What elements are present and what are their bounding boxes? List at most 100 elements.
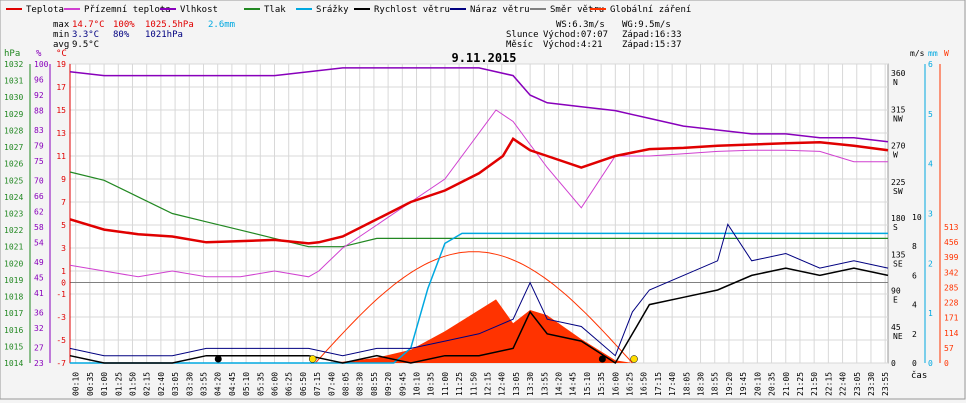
x-tick-label: 07:15	[313, 372, 322, 396]
axis-hpa-tick: 1027	[4, 143, 23, 152]
axis-celsius-tick: -7	[56, 359, 66, 368]
axis-ms-tick: 8	[912, 242, 917, 251]
sun-set: Západ:16:33	[622, 30, 682, 40]
legend-label: Směr větru	[550, 5, 604, 15]
x-tick-label: 13:30	[526, 372, 535, 396]
axis-celsius-tick: 11	[56, 152, 66, 161]
x-tick-label: 02:15	[143, 372, 152, 396]
axis-w-tick: 513	[944, 223, 959, 232]
x-tick-label: 13:05	[512, 372, 521, 396]
axis-celsius-tick: -5	[56, 336, 66, 345]
x-tick-label: 21:50	[810, 372, 819, 396]
x-tick-label: 01:25	[114, 372, 123, 396]
axis-direction-tick: 45	[891, 323, 901, 332]
axis-percent-tick: 23	[34, 359, 44, 368]
x-tick-label: 15:10	[583, 372, 592, 396]
x-tick-label: 23:30	[867, 372, 876, 396]
axis-w-tick: 114	[944, 329, 959, 338]
axis-mm-tick: 0	[928, 359, 933, 368]
axis-celsius-tick: 7	[61, 198, 66, 207]
axis-ms-unit: m/s	[910, 49, 925, 58]
legend-label: Náraz větru	[470, 5, 530, 15]
axis-w-tick: 171	[944, 314, 959, 323]
x-tick-label: 22:15	[824, 372, 833, 396]
stats-max-press: 1025.5hPa	[145, 20, 194, 30]
series-humidity	[69, 67, 889, 143]
axis-ms-tick: 0	[912, 359, 917, 368]
axis-direction-tick: 180	[891, 214, 906, 223]
axis-hpa-tick: 1023	[4, 210, 23, 219]
series-pressure	[69, 171, 888, 248]
axis-w-unit: W	[944, 49, 949, 58]
x-tick-label: 01:00	[100, 372, 109, 396]
axis-mm-tick: 4	[928, 160, 933, 169]
axis-hpa-tick: 1016	[4, 326, 23, 335]
axis-celsius-zero: 0	[61, 279, 66, 288]
axis-mm-tick: 5	[928, 110, 933, 119]
x-tick-label: 10:10	[413, 372, 422, 396]
x-tick-label: 08:30	[356, 372, 365, 396]
legend-label: Rychlost větru	[374, 5, 450, 15]
axis-direction-tick: 135	[891, 250, 906, 259]
stats-min-temp: 3.3°C	[72, 30, 99, 40]
x-tick-label: 08:05	[342, 372, 351, 396]
x-tick-label: 16:50	[640, 372, 649, 396]
axis-hpa-tick: 1022	[4, 226, 23, 235]
x-tick-label: 16:00	[611, 372, 620, 396]
x-tick-label: 08:55	[370, 372, 379, 396]
stats-rain-total: 2.6mm	[208, 20, 235, 30]
axis-hpa-tick: 1019	[4, 276, 23, 285]
axis-w-tick: 456	[944, 238, 959, 247]
axis-celsius-tick: -1	[56, 290, 66, 299]
axis-percent-tick: 79	[34, 142, 44, 151]
axis-direction-tick: 90	[891, 287, 901, 296]
axis-percent-tick: 88	[34, 107, 44, 116]
axis-percent-tick: 45	[34, 274, 44, 283]
x-tick-label: 01:50	[128, 372, 137, 396]
stats-min-press: 1021hPa	[145, 30, 183, 40]
x-tick-label: 03:55	[199, 372, 208, 396]
axis-percent-tick: 66	[34, 192, 44, 201]
axis-direction-label: S	[893, 223, 898, 232]
legend-label: Srážky	[316, 5, 349, 15]
legend-label: Tlak	[264, 5, 286, 15]
x-tick-label: 15:35	[597, 372, 606, 396]
axis-hpa-tick: 1017	[4, 309, 23, 318]
stats-block: max 14.7°C 100% 1025.5hPa 2.6mm min 3.3°…	[53, 20, 682, 50]
axis-celsius-tick: 13	[56, 129, 66, 138]
x-tick-label: 17:15	[654, 372, 663, 396]
axis-direction-tick: 0	[891, 359, 896, 368]
x-tick-label: 18:30	[697, 372, 706, 396]
axis-mm-tick: 3	[928, 210, 933, 219]
axis-direction-label: NE	[893, 332, 903, 341]
axis-ms-tick: 6	[912, 271, 917, 280]
series-temperature	[69, 137, 889, 245]
x-tick-label: 07:40	[327, 372, 336, 396]
axis-hpa-tick: 1020	[4, 259, 23, 268]
axis-mm-tick: 1	[928, 309, 933, 318]
axis-percent-tick: 75	[34, 157, 44, 166]
x-tick-label: 11:00	[441, 372, 450, 396]
chart-title: 9.11.2015	[451, 51, 516, 65]
axis-hpa-tick: 1018	[4, 293, 23, 302]
axis-percent-tick: 58	[34, 223, 44, 232]
axis-direction-label: NW	[893, 114, 903, 123]
stats-avg-label: avg	[53, 40, 69, 50]
stats-max-label: max	[53, 20, 70, 30]
wind-ws: WS:6.3m/s	[556, 20, 605, 30]
axis-ms-tick: 4	[912, 301, 917, 310]
wind-wg: WG:9.5m/s	[622, 20, 671, 30]
x-tick-label: 11:25	[455, 372, 464, 396]
x-axis-ticks: 00:10 00:35 01:00 01:25 01:50 02:15 02:40 03:05…	[72, 372, 890, 396]
x-tick-label: 10:35	[427, 372, 436, 396]
x-tick-label: 13:55	[540, 372, 549, 396]
axis-w-tick: 228	[944, 299, 959, 308]
axis-direction-label: SW	[893, 187, 903, 196]
sunrise-marker	[308, 355, 317, 363]
axis-celsius-tick: 3	[61, 244, 66, 253]
axis-celsius-unit: °C	[56, 49, 67, 59]
moonset-marker	[598, 355, 606, 363]
axis-hpa-tick: 1015	[4, 342, 23, 351]
